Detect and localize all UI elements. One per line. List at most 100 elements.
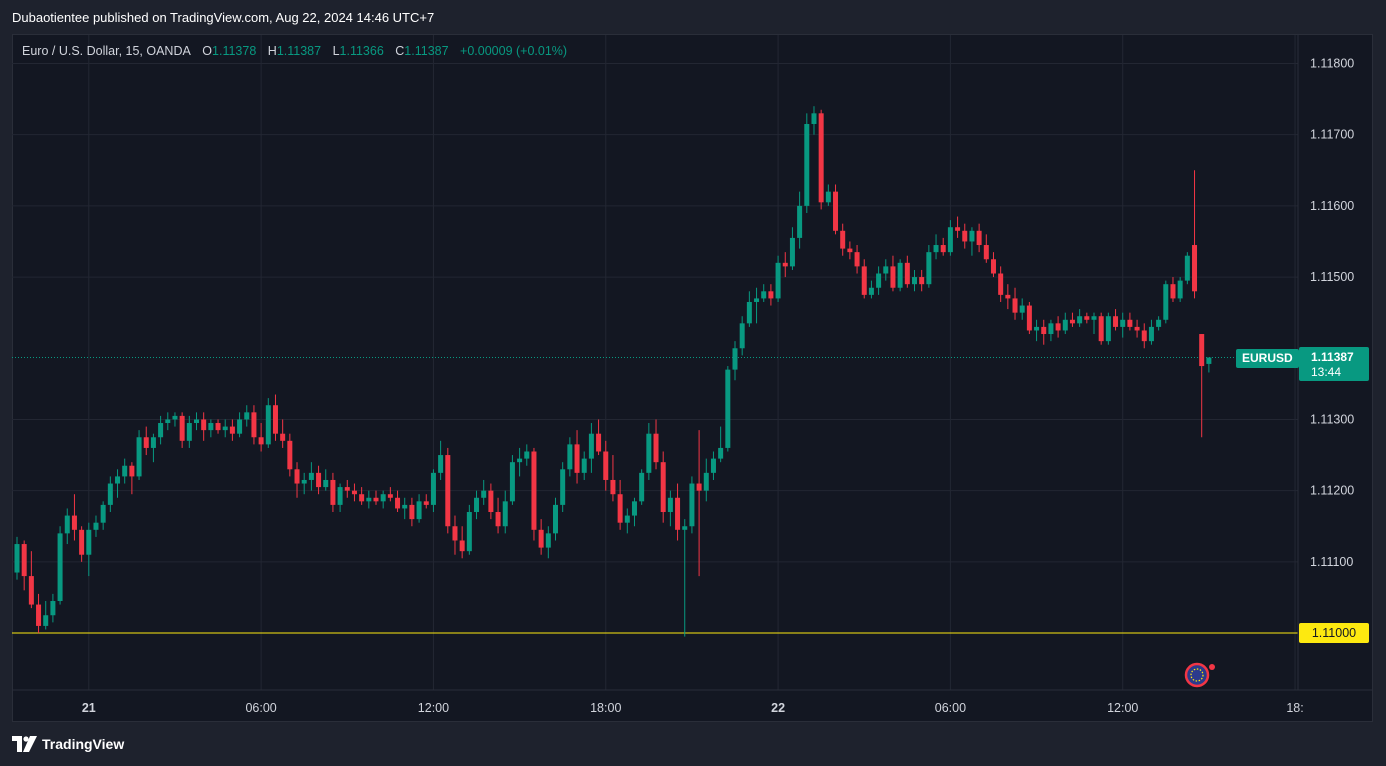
open-label: O bbox=[202, 44, 213, 58]
candle-body bbox=[1206, 357, 1212, 364]
candle-body bbox=[86, 529, 92, 555]
candle-body bbox=[1199, 334, 1205, 367]
candle bbox=[445, 447, 451, 534]
price-tick-label: 1.11600 bbox=[1310, 199, 1354, 213]
candle-body bbox=[438, 455, 444, 473]
eu-us-flag-icon[interactable] bbox=[1183, 662, 1219, 688]
candle bbox=[1184, 252, 1190, 285]
candle bbox=[689, 476, 695, 534]
candle bbox=[1005, 284, 1011, 310]
candle-body bbox=[502, 501, 508, 527]
candle bbox=[1034, 319, 1040, 342]
candle bbox=[868, 280, 874, 299]
candle bbox=[1041, 319, 1047, 345]
candle bbox=[912, 269, 917, 292]
candle bbox=[409, 497, 415, 527]
candle bbox=[316, 465, 322, 495]
candle-body bbox=[553, 504, 558, 534]
candle bbox=[387, 487, 393, 502]
candle-body bbox=[876, 273, 882, 288]
candle bbox=[811, 106, 817, 135]
candle-body bbox=[1077, 316, 1083, 324]
candle bbox=[1019, 298, 1025, 320]
candle bbox=[287, 433, 293, 477]
candle-body bbox=[675, 497, 681, 530]
candle-body bbox=[1026, 305, 1032, 331]
candle-body bbox=[789, 237, 795, 267]
candle bbox=[86, 522, 92, 577]
price-tick-label: 1.11200 bbox=[1310, 484, 1354, 498]
candle-body bbox=[797, 205, 803, 238]
candle-body bbox=[998, 273, 1004, 295]
candle bbox=[258, 423, 264, 452]
candle-body bbox=[466, 512, 472, 552]
candle bbox=[423, 494, 429, 509]
candle bbox=[1192, 170, 1198, 299]
candle-body bbox=[237, 419, 243, 434]
candle-body bbox=[1184, 255, 1190, 281]
time-tick-label: 18: bbox=[1286, 701, 1303, 715]
candle bbox=[122, 458, 128, 484]
candle-body bbox=[653, 433, 659, 463]
candle bbox=[301, 472, 307, 495]
candle-body bbox=[811, 113, 817, 124]
candle-body bbox=[545, 533, 551, 548]
candle bbox=[179, 412, 185, 448]
candle bbox=[710, 451, 716, 480]
candle-body bbox=[617, 494, 623, 523]
candle-body bbox=[208, 423, 214, 431]
candle-body bbox=[1105, 316, 1111, 342]
candle-body bbox=[143, 437, 149, 448]
candle-body bbox=[1141, 330, 1147, 342]
candle-body bbox=[294, 469, 300, 484]
horizontal-level-tag[interactable]: 1.11000 bbox=[1299, 623, 1369, 644]
candle-body bbox=[983, 245, 989, 260]
candle-body bbox=[344, 487, 350, 491]
candle bbox=[208, 419, 214, 438]
candle-body bbox=[280, 433, 286, 441]
candle bbox=[93, 515, 99, 537]
tradingview-brand[interactable]: TradingView bbox=[12, 736, 124, 752]
candle bbox=[940, 237, 946, 256]
candle bbox=[818, 109, 824, 210]
candle-body bbox=[746, 301, 752, 324]
candle-body bbox=[581, 458, 587, 473]
candle-body bbox=[912, 277, 917, 285]
candle bbox=[560, 462, 566, 513]
candle-body bbox=[969, 230, 975, 242]
candle bbox=[373, 490, 379, 505]
price-tick-label: 1.11500 bbox=[1310, 270, 1354, 284]
candle bbox=[1105, 312, 1111, 345]
candle-body bbox=[28, 576, 34, 605]
candle bbox=[919, 269, 925, 292]
candle-body bbox=[179, 415, 185, 441]
candle-body bbox=[165, 419, 171, 424]
chart-pane[interactable] bbox=[12, 34, 1373, 722]
candle bbox=[1055, 316, 1061, 338]
candle-body bbox=[1134, 326, 1140, 331]
candle-body bbox=[122, 465, 128, 477]
candle bbox=[351, 483, 357, 502]
symbol-description: Euro / U.S. Dollar, 15, OANDA bbox=[22, 44, 191, 58]
candle bbox=[272, 394, 278, 441]
candle-body bbox=[775, 262, 781, 299]
price-tick-label: 1.11100 bbox=[1310, 555, 1353, 569]
candle-body bbox=[833, 191, 839, 231]
candle bbox=[402, 497, 408, 520]
candle-body bbox=[158, 423, 164, 438]
candle bbox=[876, 266, 882, 295]
candle-body bbox=[624, 515, 630, 523]
candle-body bbox=[768, 291, 774, 299]
candle bbox=[481, 479, 487, 505]
candle-body bbox=[574, 444, 580, 473]
candle bbox=[639, 469, 645, 505]
candle-body bbox=[732, 348, 738, 370]
candle bbox=[926, 245, 932, 288]
candle-body bbox=[667, 497, 673, 513]
candle bbox=[682, 519, 688, 637]
candle bbox=[229, 419, 235, 441]
candle-body bbox=[445, 455, 451, 527]
candle-body bbox=[955, 227, 961, 231]
candle bbox=[430, 469, 436, 513]
